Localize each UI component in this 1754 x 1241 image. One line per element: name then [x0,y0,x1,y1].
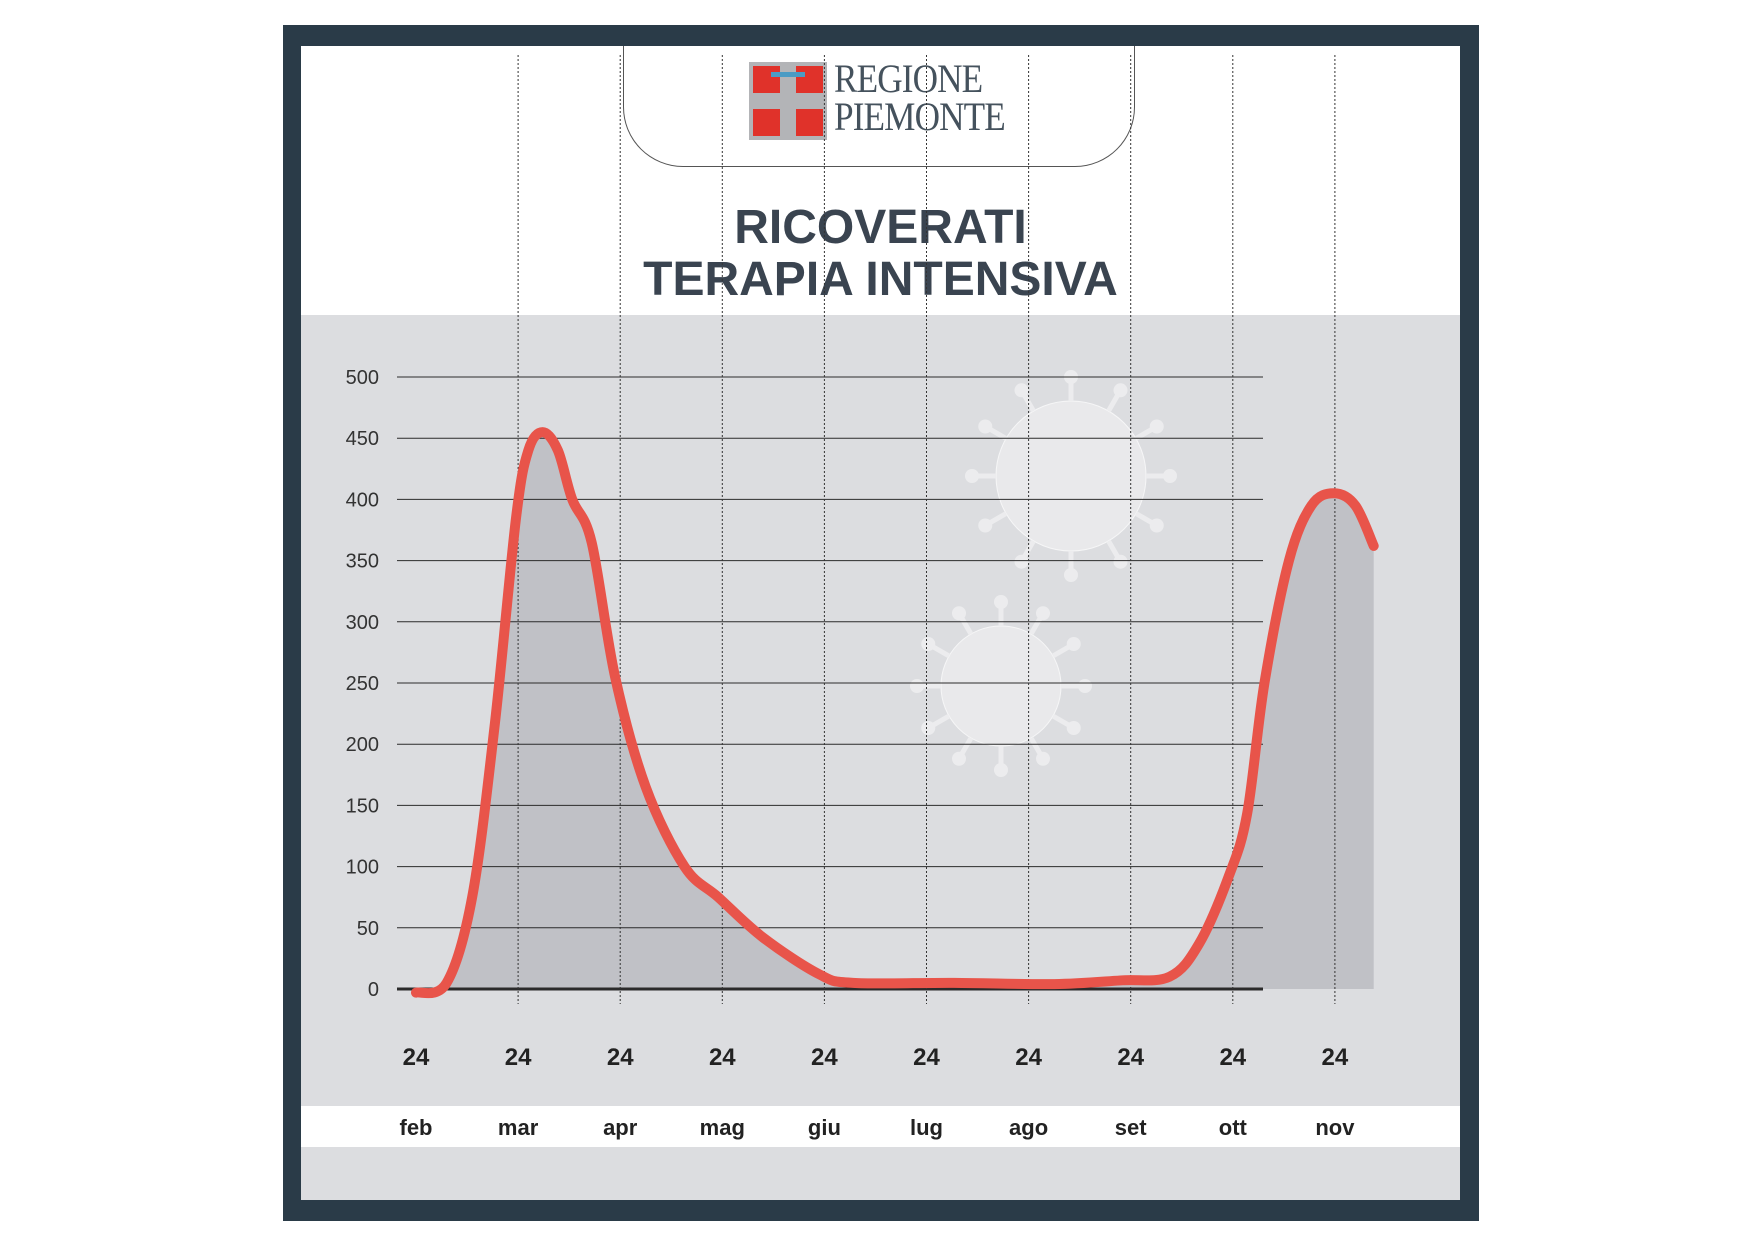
x-tick-month: ott [1219,1115,1248,1140]
x-tick-month: lug [910,1115,943,1140]
series-line [411,427,1379,999]
x-tick-month: feb [400,1115,433,1140]
y-tick-label: 0 [368,979,379,1001]
x-tick-month: mag [700,1115,745,1140]
y-tick-label: 350 [346,551,379,573]
y-tick-label: 100 [346,857,379,879]
x-tick-day: 24 [1015,1044,1042,1071]
x-tick-month: set [1115,1115,1147,1140]
x-tick-month: giu [808,1115,841,1140]
y-tick-label: 50 [357,918,379,940]
chart-svg: 0 50 100 150 200 250 300 350 400 450 500 24 feb 24 mar… [346,55,1379,1140]
header: REGIONE PIEMONTE RICOVERATI TERAPIA INTE… [301,46,1460,315]
x-tick-day: 24 [403,1044,430,1071]
y-tick-label: 450 [346,428,379,450]
x-tick-month: mar [498,1115,539,1140]
x-tick-day: 24 [1117,1044,1144,1071]
x-tick-day: 24 [709,1044,736,1071]
logo-tab: REGIONE PIEMONTE [623,46,1135,167]
logo-line1: REGIONE [834,56,983,101]
piemonte-crest-icon [749,62,827,140]
logo-text: REGIONE PIEMONTE [834,56,1006,139]
x-tick-day: 24 [505,1044,532,1071]
y-tick-label: 200 [346,734,379,756]
y-tick-label: 500 [346,367,379,389]
x-tick-day: 24 [1322,1044,1349,1071]
x-tick-day: 24 [811,1044,838,1071]
y-tick-label: 150 [346,795,379,817]
x-tick-month: nov [1315,1115,1355,1140]
poster: REGIONE PIEMONTE RICOVERATI TERAPIA INTE… [301,46,1460,1200]
x-tick-month: apr [603,1115,638,1140]
x-tick-month: ago [1009,1115,1048,1140]
poster-frame: REGIONE PIEMONTE RICOVERATI TERAPIA INTE… [283,25,1479,1221]
x-tick-day: 24 [913,1044,940,1071]
area-fill [416,432,1374,994]
y-tick-label: 250 [346,673,379,695]
x-tick-day: 24 [607,1044,634,1071]
y-tick-label: 400 [346,489,379,511]
logo-line2: PIEMONTE [834,94,1006,139]
virus-decoration-icon [965,370,1177,582]
y-tick-label: 300 [346,612,379,634]
x-tick-day: 24 [1219,1044,1246,1071]
title-line1: RICOVERATI [734,201,1027,254]
virus-decoration-icon [910,595,1092,777]
month-band [301,1106,1460,1147]
